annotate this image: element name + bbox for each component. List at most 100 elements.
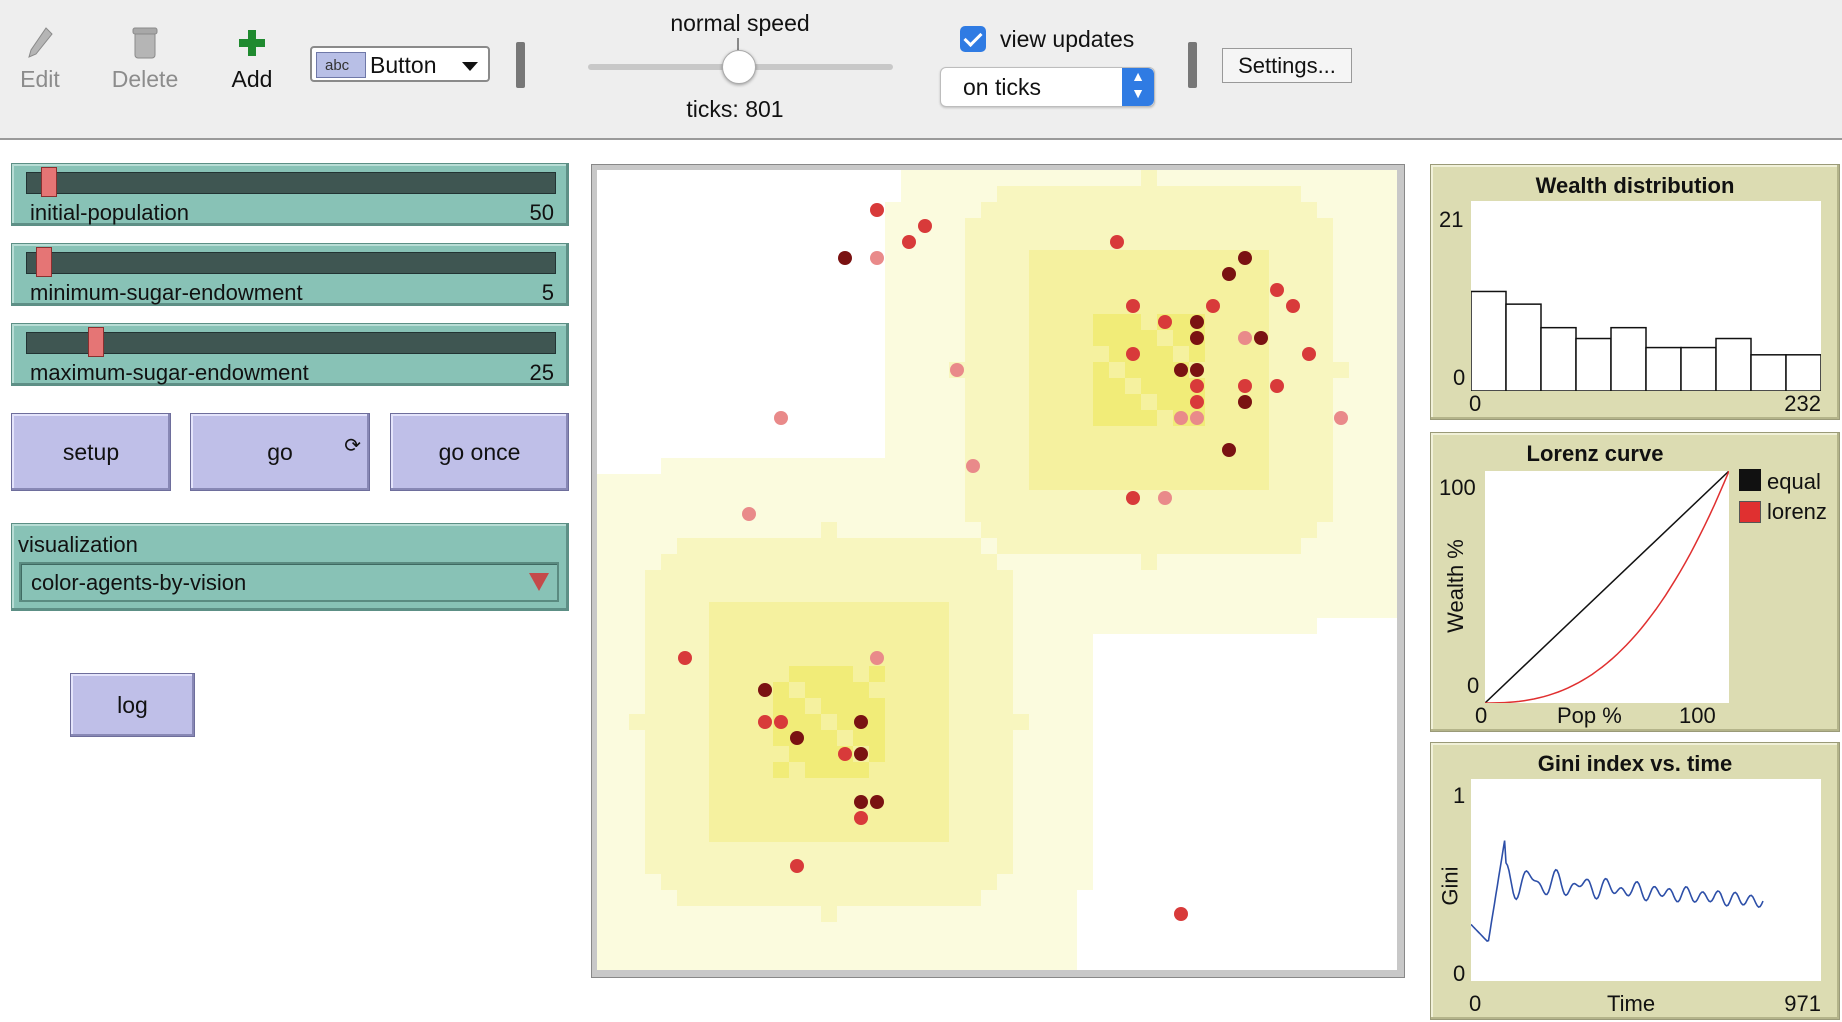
- sugar-patch: [1077, 474, 1093, 490]
- sugar-patch: [725, 362, 741, 378]
- sugar-patch: [917, 378, 933, 394]
- view-updates-checkbox[interactable]: [960, 26, 986, 52]
- sugar-patch: [709, 634, 725, 650]
- sugar-patch: [1349, 890, 1365, 906]
- sugar-patch: [1237, 186, 1253, 202]
- slider-knob[interactable]: [36, 247, 53, 277]
- add-button[interactable]: Add: [228, 26, 276, 93]
- sugar-patch: [1077, 906, 1093, 922]
- maximum-sugar-endowment-slider[interactable]: maximum-sugar-endowment 25: [11, 323, 569, 386]
- sugar-patch: [1077, 698, 1093, 714]
- sugar-patch: [981, 794, 997, 810]
- sugar-patch: [1077, 730, 1093, 746]
- sugar-patch: [741, 250, 757, 266]
- speed-center-tick: [737, 38, 739, 50]
- slider-track[interactable]: [26, 332, 556, 354]
- sugar-patch: [629, 474, 645, 490]
- sugar-patch: [853, 458, 869, 474]
- sugar-patch: [629, 234, 645, 250]
- sugar-patch: [853, 314, 869, 330]
- sugar-patch: [709, 714, 725, 730]
- slider-track[interactable]: [26, 172, 556, 194]
- edit-button[interactable]: Edit: [18, 26, 62, 93]
- sugar-patch: [1333, 378, 1349, 394]
- sugar-patch: [949, 746, 965, 762]
- sugar-patch: [709, 794, 725, 810]
- sugar-patch: [645, 442, 661, 458]
- sugar-patch: [1189, 586, 1205, 602]
- sugar-patch: [981, 698, 997, 714]
- sugar-patch: [821, 922, 837, 938]
- chooser-select[interactable]: color-agents-by-vision: [19, 562, 559, 602]
- slider-knob[interactable]: [87, 327, 104, 357]
- sugar-patch: [789, 602, 805, 618]
- sugar-patch: [1109, 794, 1125, 810]
- sugar-patch: [1381, 714, 1397, 730]
- sugar-patch: [1157, 666, 1173, 682]
- sugar-patch: [1333, 682, 1349, 698]
- sugar-patch: [677, 762, 693, 778]
- sugar-patch: [1301, 570, 1317, 586]
- sugar-patch: [677, 458, 693, 474]
- sugar-patch: [661, 762, 677, 778]
- sugar-patch: [1045, 362, 1061, 378]
- go-once-button[interactable]: go once: [390, 413, 569, 491]
- sugar-patch: [1269, 314, 1285, 330]
- sugar-patch: [949, 218, 965, 234]
- sugar-patch: [597, 682, 613, 698]
- sugar-patch: [757, 938, 773, 954]
- delete-button[interactable]: Delete: [110, 26, 180, 93]
- sugar-patch: [789, 234, 805, 250]
- sugar-patch: [1125, 746, 1141, 762]
- setup-button[interactable]: setup: [11, 413, 171, 491]
- settings-button[interactable]: Settings...: [1222, 48, 1352, 83]
- sugar-patch: [917, 586, 933, 602]
- sugar-patch: [885, 586, 901, 602]
- agent-turtle: [1222, 267, 1236, 281]
- go-label: go: [267, 439, 293, 465]
- sugar-patch: [1109, 458, 1125, 474]
- sugar-patch: [933, 218, 949, 234]
- world-view[interactable]: [597, 170, 1397, 970]
- widget-type-select[interactable]: abc Button: [310, 46, 490, 82]
- sugar-patch: [1333, 810, 1349, 826]
- equal-line: [1485, 471, 1729, 703]
- lorenz-line: [1485, 471, 1729, 703]
- sugar-patch: [1173, 570, 1189, 586]
- sugar-patch: [1237, 634, 1253, 650]
- update-mode-select[interactable]: on ticks ▲ ▼: [940, 67, 1155, 107]
- sugar-patch: [1189, 234, 1205, 250]
- sugar-patch: [1157, 858, 1173, 874]
- sugar-patch: [965, 234, 981, 250]
- slider-track[interactable]: [26, 252, 556, 274]
- initial-population-slider[interactable]: initial-population 50: [11, 163, 569, 226]
- visualization-chooser[interactable]: visualization color-agents-by-vision: [11, 523, 569, 611]
- sugar-patch: [629, 522, 645, 538]
- sugar-patch: [1301, 362, 1317, 378]
- sugar-patch: [1109, 906, 1125, 922]
- sugar-patch: [1013, 234, 1029, 250]
- sugar-patch: [901, 858, 917, 874]
- sugar-patch: [869, 170, 885, 186]
- sugar-patch: [933, 234, 949, 250]
- sugar-patch: [1301, 234, 1317, 250]
- sugar-patch: [1301, 442, 1317, 458]
- minimum-sugar-endowment-slider[interactable]: minimum-sugar-endowment 5: [11, 243, 569, 306]
- sugar-patch: [1125, 442, 1141, 458]
- sugar-patch: [1157, 554, 1173, 570]
- speed-slider-knob[interactable]: [722, 50, 756, 84]
- sugar-patch: [613, 506, 629, 522]
- sugar-patch: [869, 730, 885, 746]
- log-button[interactable]: log: [70, 673, 195, 737]
- sugar-patch: [1301, 746, 1317, 762]
- sugar-patch: [965, 634, 981, 650]
- sugar-patch: [1365, 762, 1381, 778]
- sugar-patch: [693, 170, 709, 186]
- sugar-patch: [1237, 794, 1253, 810]
- slider-knob[interactable]: [41, 167, 58, 197]
- go-button[interactable]: go ⟳: [190, 413, 370, 491]
- sugar-patch: [821, 826, 837, 842]
- sugar-patch: [1141, 490, 1157, 506]
- sugar-patch: [741, 218, 757, 234]
- sugar-patch: [1189, 538, 1205, 554]
